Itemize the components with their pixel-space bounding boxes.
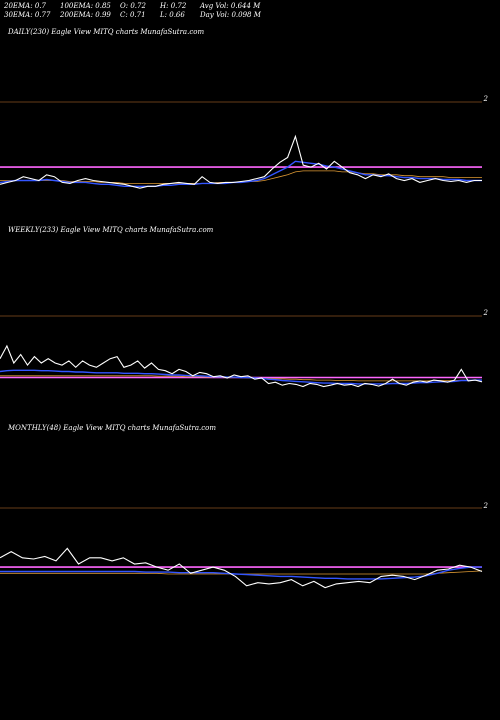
header-row-2-close: C: 0.71 xyxy=(120,11,146,20)
day-vol-label: Day Vol: xyxy=(200,11,230,19)
ema100-value: 0.85 xyxy=(95,2,111,10)
panel-0-price-line xyxy=(0,134,482,189)
ema200-value: 0.99 xyxy=(95,11,111,19)
header-row-1: 20EMA: 0.7 xyxy=(4,2,46,11)
panel-2-ema-short-line xyxy=(0,566,482,580)
day-vol-value: 0.098 M xyxy=(231,11,261,19)
weekly-panel-label: WEEKLY(233) Eagle View MITQ charts Munaf… xyxy=(8,226,214,234)
close-label: C: xyxy=(120,11,128,19)
header-row-2: 30EMA: 0.77 xyxy=(4,11,50,20)
ema100-label: 100EMA: xyxy=(60,2,94,10)
monthly-tick-label: 2 xyxy=(483,502,488,510)
header-row-1-ema100: 100EMA: 0.85 xyxy=(60,2,111,11)
header-row-1-high: H: 0.72 xyxy=(160,2,186,11)
ema20-label: 20EMA: xyxy=(4,2,33,10)
open-label: O: xyxy=(120,2,129,10)
daily-tick-label: 2 xyxy=(483,95,488,103)
daily-panel-label: DAILY(230) Eagle View MITQ charts Munafa… xyxy=(8,28,205,36)
ema30-label: 30EMA: xyxy=(4,11,33,19)
header-row-1-open: O: 0.72 xyxy=(120,2,146,11)
ema30-value: 0.77 xyxy=(34,11,51,19)
ema20-value: 0.7 xyxy=(34,2,46,10)
monthly-panel-label: MONTHLY(48) Eagle View MITQ charts Munaf… xyxy=(8,424,217,432)
panel-1-price-line xyxy=(0,344,483,388)
header-row-2-dayvol: Day Vol: 0.098 M xyxy=(200,11,261,20)
avg-vol-label: Avg Vol: xyxy=(200,2,229,10)
panel-0-ema-short-line xyxy=(0,160,482,188)
header-row-1-avgvol: Avg Vol: 0.644 M xyxy=(200,2,260,11)
close-value: 0.71 xyxy=(129,11,146,19)
header-row-2-ema200: 200EMA: 0.99 xyxy=(60,11,111,20)
header-row-2-low: L: 0.66 xyxy=(160,11,185,20)
high-value: 0.72 xyxy=(170,2,187,10)
panel-2-price-line xyxy=(0,547,483,589)
weekly-tick-label: 2 xyxy=(483,309,488,317)
panel-1-ema-short-line xyxy=(0,369,482,385)
avg-vol-value: 0.644 M xyxy=(230,2,261,10)
high-label: H: xyxy=(160,2,169,10)
ema200-label: 200EMA: xyxy=(60,11,94,19)
low-value: 0.66 xyxy=(169,11,185,19)
low-label: L: xyxy=(160,11,168,19)
open-value: 0.72 xyxy=(130,2,146,10)
